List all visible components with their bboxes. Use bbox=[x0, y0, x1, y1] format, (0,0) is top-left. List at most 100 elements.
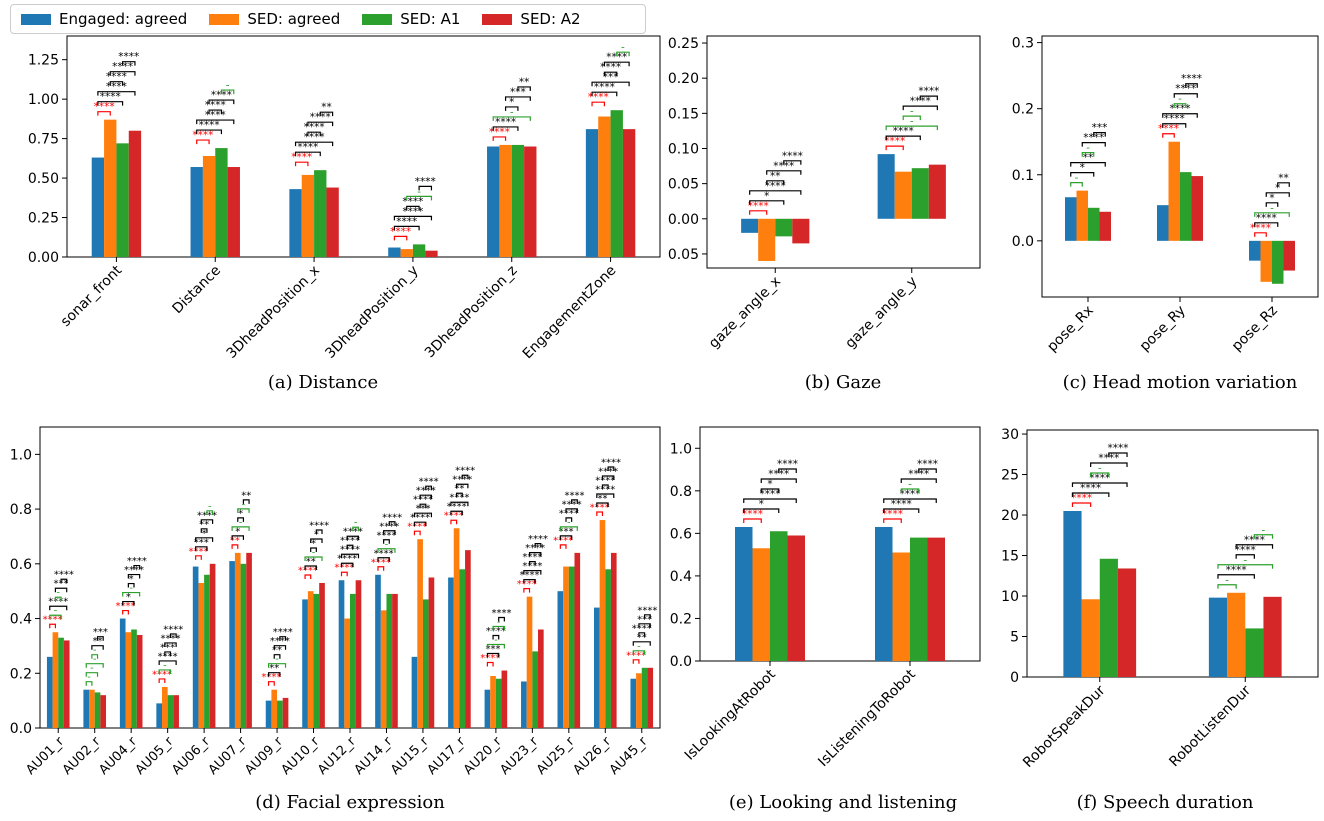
significance-label: **** bbox=[594, 82, 615, 94]
significance-bracket bbox=[97, 111, 111, 116]
significance-bracket bbox=[109, 81, 124, 86]
chart-caption: (a) Distance bbox=[268, 372, 378, 393]
legend-label: SED: A2 bbox=[520, 10, 581, 28]
significance-label: - bbox=[93, 645, 97, 656]
significance-bracket bbox=[743, 518, 762, 523]
significance-label: - bbox=[87, 672, 91, 683]
significance-label: - bbox=[275, 654, 279, 665]
bar-d-7-3 bbox=[319, 582, 325, 728]
bar-d-12-2 bbox=[495, 678, 502, 728]
significance-label: **** bbox=[163, 624, 183, 635]
significance-bracket bbox=[504, 96, 531, 101]
x-tick-label: 3DheadPosition_z bbox=[422, 263, 521, 362]
bar-d-13-3 bbox=[538, 629, 544, 728]
significance-label: **** bbox=[124, 565, 144, 576]
bar-c-1-0 bbox=[1157, 205, 1169, 241]
significance-bracket bbox=[352, 526, 360, 532]
x-tick-label: AU06_r bbox=[169, 734, 213, 778]
bar-a-3-0 bbox=[388, 247, 401, 257]
significance-bracket bbox=[885, 125, 938, 131]
significance-bracket bbox=[517, 86, 531, 91]
y-tick-label: 0.25 bbox=[28, 211, 59, 227]
significance-label: * bbox=[767, 478, 772, 490]
significance-label: * bbox=[509, 96, 514, 108]
x-tick-label: AU07_r bbox=[206, 734, 250, 778]
bar-c-1-3 bbox=[1191, 176, 1203, 241]
bar-f-1-3 bbox=[1263, 596, 1282, 677]
bar-c-0-2 bbox=[1088, 207, 1100, 241]
bar-a-0-0 bbox=[91, 157, 105, 257]
significance-bracket bbox=[596, 493, 615, 499]
chart-panel-e: 0.00.20.40.60.81.0IsLookingAtRobot******… bbox=[670, 426, 981, 813]
significance-label: **** bbox=[205, 100, 226, 112]
significance-bracket bbox=[900, 478, 937, 483]
bar-b-1-1 bbox=[894, 171, 912, 219]
significance-label: - bbox=[54, 606, 58, 617]
significance-label: **** bbox=[273, 627, 293, 638]
significance-label: * bbox=[311, 538, 316, 549]
significance-bracket bbox=[1185, 83, 1198, 88]
significance-label: - bbox=[239, 517, 243, 528]
bar-d-16-3 bbox=[647, 667, 654, 728]
bar-e-1-0 bbox=[875, 526, 893, 661]
bar-d-7-2 bbox=[313, 593, 320, 728]
x-tick-label: AU45_r bbox=[607, 734, 651, 778]
significance-bracket bbox=[85, 672, 99, 677]
significance-label: *** bbox=[603, 72, 619, 84]
significance-label: **** bbox=[632, 623, 652, 634]
significance-bracket bbox=[164, 651, 172, 656]
significance-bracket bbox=[393, 225, 420, 231]
significance-label: **** bbox=[884, 136, 905, 148]
bar-d-16-1 bbox=[636, 673, 642, 728]
significance-bracket bbox=[883, 508, 920, 513]
bar-d-9-0 bbox=[375, 574, 381, 728]
bar-c-2-2 bbox=[1272, 240, 1284, 284]
significance-label: **** bbox=[343, 527, 363, 538]
significance-label: **** bbox=[768, 468, 789, 480]
significance-label: **** bbox=[522, 561, 542, 572]
significance-label: **** bbox=[918, 86, 939, 98]
significance-label: **** bbox=[43, 615, 63, 626]
bar-d-3-2 bbox=[167, 695, 174, 728]
y-tick-label: 20 bbox=[1001, 508, 1019, 524]
significance-bracket bbox=[122, 609, 129, 615]
bar-d-14-0 bbox=[557, 591, 564, 728]
bar-d-1-1 bbox=[89, 689, 95, 728]
significance-bracket bbox=[766, 180, 785, 185]
significance-bracket bbox=[196, 129, 223, 135]
x-tick-label: AU20_r bbox=[461, 734, 505, 778]
significance-label: **** bbox=[495, 116, 516, 128]
chart-caption: (d) Facial expression bbox=[255, 792, 445, 813]
bar-d-0-2 bbox=[58, 637, 64, 728]
bar-d-13-0 bbox=[521, 681, 527, 728]
significance-label: **** bbox=[419, 477, 439, 488]
significance-bracket bbox=[919, 95, 938, 101]
significance-label: - bbox=[242, 499, 246, 510]
chart-panel-c: 0.00.10.20.3pose_Rx-***-*******pose_Ry**… bbox=[1012, 35, 1319, 393]
bar-a-0-1 bbox=[104, 119, 117, 258]
significance-label: ** bbox=[519, 76, 530, 88]
significance-bracket bbox=[528, 561, 536, 566]
bar-d-0-3 bbox=[63, 640, 70, 728]
bar-e-1-3 bbox=[927, 537, 945, 661]
significance-bracket bbox=[413, 512, 433, 518]
significance-label: * bbox=[1269, 192, 1274, 204]
x-tick-label: AU25_r bbox=[534, 734, 578, 778]
significance-label: - bbox=[1262, 524, 1266, 536]
significance-bracket bbox=[902, 115, 921, 121]
significance-bracket bbox=[267, 672, 281, 677]
significance-bracket bbox=[393, 215, 433, 221]
bar-d-6-1 bbox=[271, 689, 278, 728]
chart-caption: (b) Gaze bbox=[805, 372, 882, 393]
y-tick-label: 0.1 bbox=[1012, 168, 1034, 184]
y-tick-label: 0.25 bbox=[668, 36, 699, 52]
significance-label: **** bbox=[1080, 482, 1101, 494]
bar-a-3-1 bbox=[400, 249, 413, 257]
bar-a-1-2 bbox=[215, 148, 228, 257]
significance-bracket bbox=[393, 235, 408, 241]
significance-label: ** bbox=[93, 636, 103, 647]
significance-label: **** bbox=[600, 62, 621, 74]
bar-d-4-3 bbox=[209, 563, 216, 728]
significance-bracket bbox=[492, 116, 531, 121]
significance-bracket bbox=[340, 571, 348, 577]
